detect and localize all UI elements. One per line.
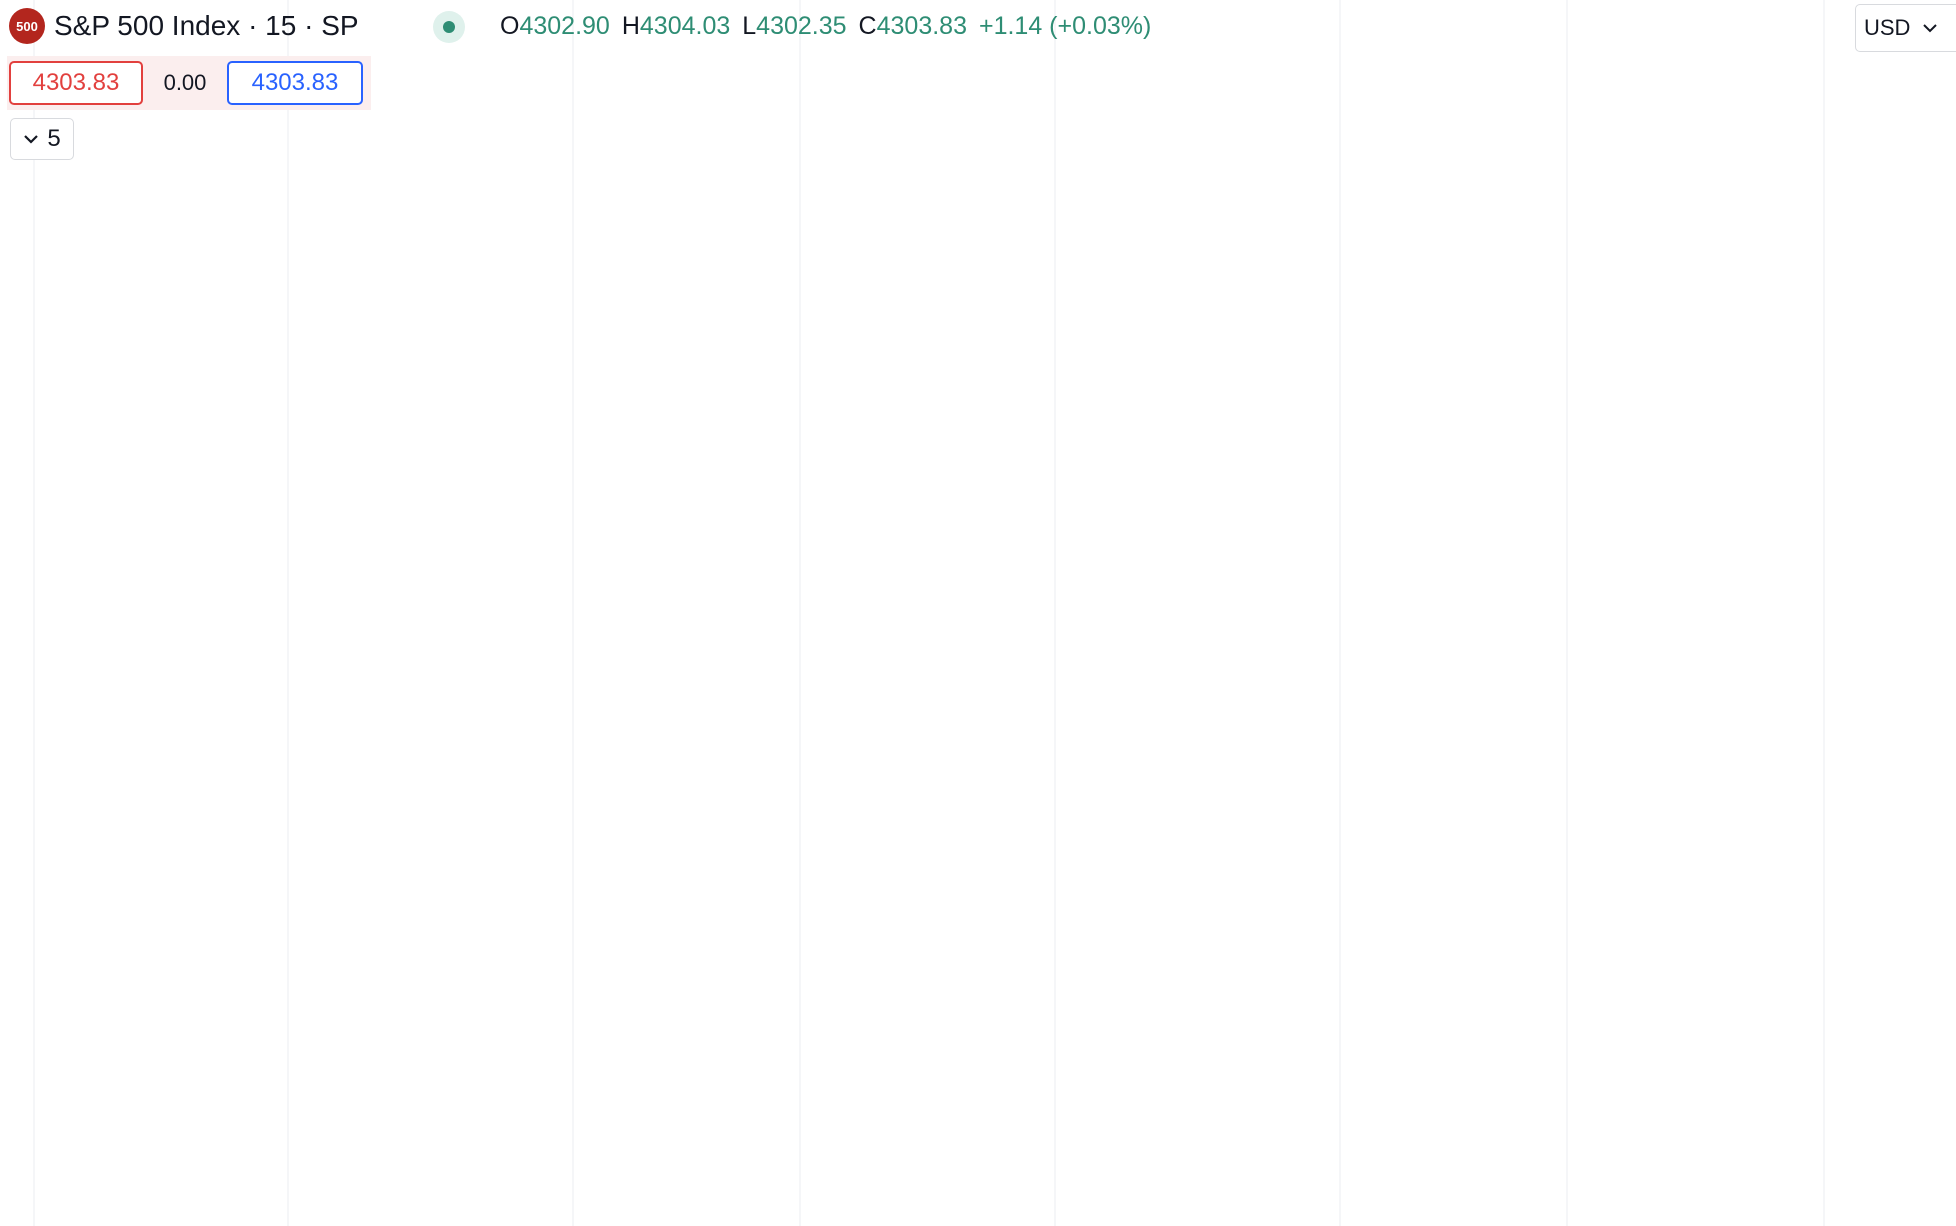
sell-price[interactable]: 4303.83 [9,61,143,105]
currency-label: USD [1864,15,1911,40]
ohlc-label: L [742,12,757,40]
ohlc-value: 4303.83 [876,12,967,40]
ohlc-values: O4302.90 H4304.03 L4302.35 C4303.83 +1.14 (+… [500,12,1151,41]
chevron-icon [1923,24,1938,33]
order-boxes: 4303.83 0.00 4303.83 [7,56,371,110]
ohlc-item: C4303.83 [859,12,967,41]
ohlc-item: L4302.35 [742,12,846,41]
ohlc-value: 4302.35 [756,12,847,40]
symbol-logo: 500 [9,8,45,44]
indicators-toggle[interactable]: 5 [10,118,74,160]
chevron-icon [24,135,39,144]
currency-select[interactable]: USD [1855,4,1956,52]
ohlc-value: 4304.03 [639,12,731,40]
ohlc-label: C [858,12,877,40]
ohlc-value: 4302.90 [519,12,610,40]
symbol-title[interactable]: S&P 500 Index · 15 · SP [54,10,359,41]
price-axis-panel [1846,0,1956,1226]
ohlc-label: O [500,12,520,40]
market-status[interactable] [433,11,465,43]
ohlc-item: H4304.03 [622,12,730,41]
ohlc-item: O4302.90 [500,12,610,41]
buy-price[interactable]: 4303.83 [227,61,363,105]
spread: 0.00 [163,70,207,95]
ohlc-label: H [621,12,640,40]
legend-header: 500 S&P 500 Index · 15 · SP O4302.90 H430… [0,0,1846,52]
indicators-count: 5 [47,125,61,152]
time-grid [33,0,1825,1226]
change-value: +1.14 (+0.03%) [978,12,1152,40]
